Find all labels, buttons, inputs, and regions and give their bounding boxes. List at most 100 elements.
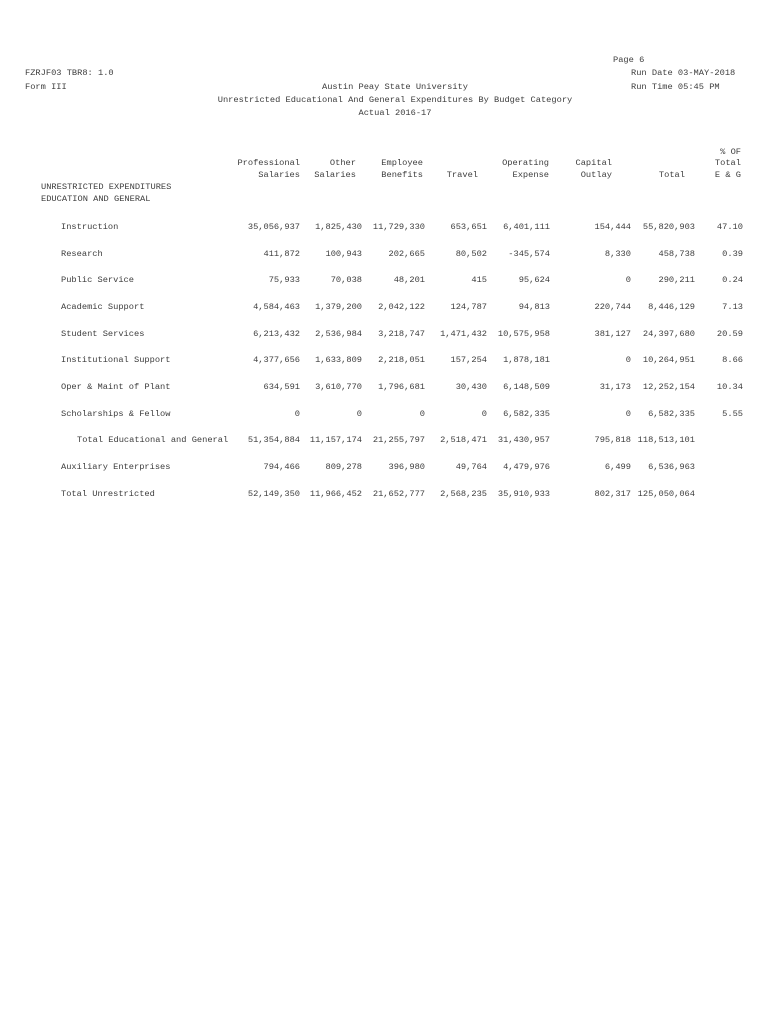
col-header-pct-line1: % OF [720,147,741,157]
report-subtitle: Actual 2016-17 [358,108,432,118]
row-value: 7.13 [722,302,743,312]
row-value: 0 [356,409,362,419]
row-value: 8,330 [604,249,631,259]
row-value: 10,264,951 [642,355,695,365]
row-value: 8.66 [722,355,743,365]
row-value: 5.55 [722,409,743,419]
row-value: 2,042,122 [378,302,425,312]
row-value: 1,471,432 [440,329,487,339]
col-header-benefits: Benefits [381,170,423,180]
row-value: 6,401,111 [503,222,550,232]
row-value: 4,479,976 [503,462,550,472]
row-value: 124,787 [450,302,488,312]
row-value: 55,820,903 [642,222,695,232]
col-header-salaries-1: Salaries [258,170,300,180]
row-value: 48,201 [393,275,425,285]
col-header-pct-line3: E & G [714,170,741,180]
row-value: 3,610,770 [315,382,362,392]
row-value: 75,933 [268,275,300,285]
row-value: 415 [471,275,487,285]
row-value: 634,591 [263,382,301,392]
col-header-operating: Operating [502,158,549,168]
row-value: 11,729,330 [372,222,425,232]
col-header-outlay: Outlay [580,170,612,180]
row-value: 94,813 [518,302,550,312]
row-value: 31,173 [599,382,631,392]
col-header-other: Other [329,158,356,168]
row-value: 0 [294,409,300,419]
row-value: 653,651 [450,222,488,232]
col-header-salaries-2: Salaries [314,170,356,180]
row-value: 6,582,335 [503,409,550,419]
col-header-travel: Travel [446,170,478,180]
row-value: 6,499 [604,462,631,472]
section-label-eg: EDUCATION AND GENERAL [41,194,151,204]
row-value: 11,966,452 [309,489,362,499]
row-value: 0 [625,275,631,285]
row-value: 8,446,129 [648,302,695,312]
row-label: Research [61,249,103,259]
row-value: 80,502 [455,249,487,259]
row-label: Total Unrestricted [61,489,155,499]
col-header-employee: Employee [381,158,423,168]
row-value: 11,157,174 [309,435,362,445]
page-number: Page 6 [613,55,645,65]
row-value: 794,466 [263,462,301,472]
row-value: 118,513,101 [637,435,695,445]
row-label: Scholarships & Fellow [61,409,171,419]
row-value: 95,624 [518,275,550,285]
row-value: 1,633,809 [315,355,362,365]
row-value: 6,148,509 [503,382,550,392]
row-value: 411,872 [263,249,301,259]
row-value: 0 [625,409,631,419]
row-label: Auxiliary Enterprises [61,462,171,472]
col-header-expense: Expense [512,170,550,180]
row-value: 396,980 [388,462,426,472]
row-value: 802,317 [594,489,632,499]
row-label: Oper & Maint of Plant [61,382,171,392]
row-value: 4,377,656 [253,355,300,365]
row-label: Academic Support [61,302,145,312]
row-value: 100,943 [325,249,363,259]
row-value: 10,575,958 [497,329,550,339]
row-label: Student Services [61,329,145,339]
row-label: Institutional Support [61,355,171,365]
row-value: 21,255,797 [372,435,425,445]
row-value: 35,056,937 [247,222,300,232]
row-value: 31,430,957 [497,435,550,445]
row-value: 1,796,681 [378,382,425,392]
row-value: 125,050,064 [637,489,695,499]
row-value: 795,818 [594,435,632,445]
row-value: 381,127 [594,329,632,339]
row-value: 52,149,350 [247,489,300,499]
row-label: Instruction [61,222,119,232]
row-value: 0 [481,409,487,419]
report-title: Unrestricted Educational And General Exp… [217,95,573,105]
row-value: 47.10 [716,222,743,232]
row-value: 12,252,154 [642,382,695,392]
row-value: 51,354,884 [247,435,300,445]
col-header-pct-line2: Total [714,158,741,168]
row-value: 2,536,984 [315,329,362,339]
row-value: 1,825,430 [315,222,362,232]
row-value: 49,764 [455,462,487,472]
row-value: 30,430 [455,382,487,392]
row-value: 6,582,335 [648,409,695,419]
row-value: 70,038 [330,275,362,285]
row-value: -345,574 [508,249,550,259]
col-header-total: Total [658,170,685,180]
university-name: Austin Peay State University [322,82,468,92]
row-value: 1,878,181 [503,355,550,365]
row-label: Public Service [61,275,134,285]
row-value: 6,213,432 [253,329,300,339]
row-value: 4,584,463 [253,302,300,312]
row-value: 2,518,471 [440,435,487,445]
row-value: 202,665 [388,249,426,259]
row-value: 2,568,235 [440,489,487,499]
row-value: 0.39 [722,249,743,259]
row-value: 0.24 [722,275,743,285]
row-value: 290,211 [658,275,696,285]
row-value: 3,218,747 [378,329,425,339]
row-value: 0 [625,355,631,365]
